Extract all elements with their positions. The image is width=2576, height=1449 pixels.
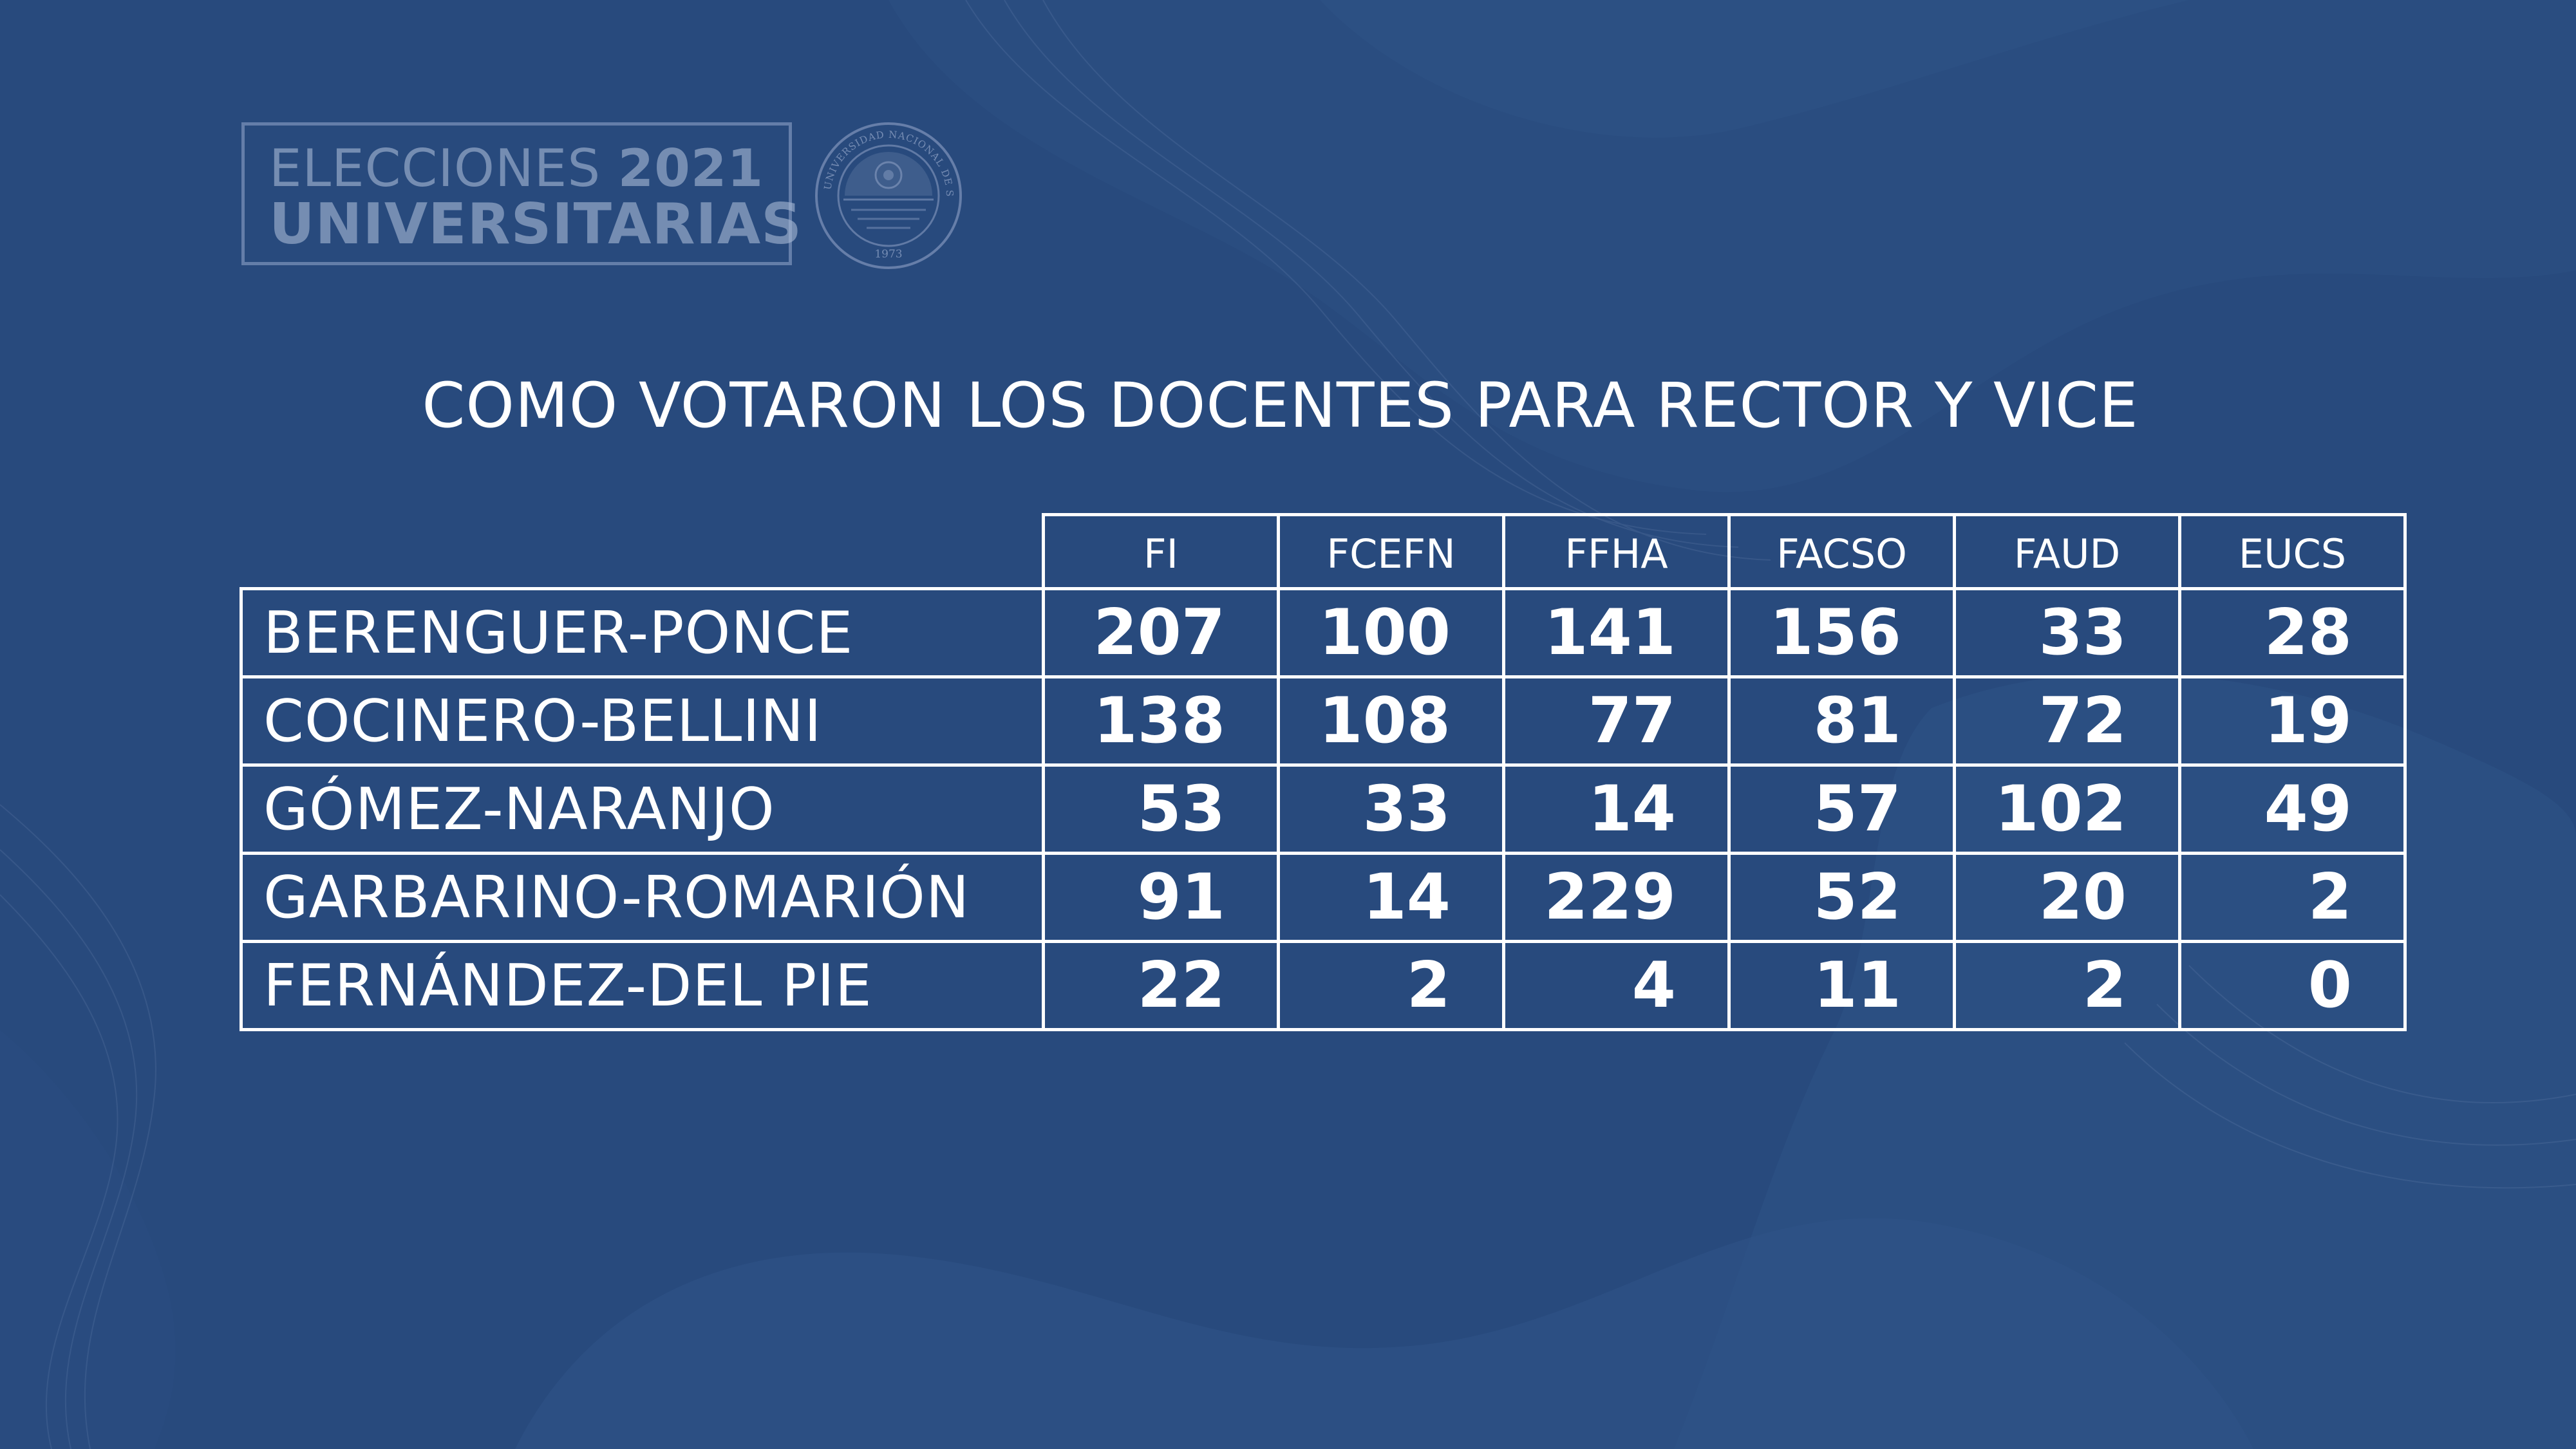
vote-count: 156: [1727, 587, 1956, 678]
table-row: BERENGUER-PONCE 207 100 141 156 33 28: [240, 587, 2407, 678]
header-empty-cell: [241, 515, 1044, 589]
vote-count: 4: [1502, 940, 1731, 1031]
logo-line-1: ELECCIONES 2021: [269, 138, 764, 198]
vote-count: 19: [2178, 675, 2407, 767]
vote-count: 22: [1042, 940, 1280, 1031]
table-row: COCINERO-BELLINI 138 108 77 81 72 19: [240, 675, 2407, 767]
vote-count: 52: [1727, 852, 1956, 943]
vote-count: 33: [1277, 763, 1505, 855]
university-seal-icon: UNIVERSIDAD NACIONAL DE SAN JUAN 1973: [813, 120, 962, 269]
column-header-eucs: EUCS: [2178, 513, 2407, 590]
column-header-facso: FACSO: [1727, 513, 1956, 590]
page-title: COMO VOTARON LOS DOCENTES PARA RECTOR Y …: [422, 369, 2139, 442]
candidate-name: COCINERO-BELLINI: [240, 675, 1045, 767]
vote-count: 100: [1277, 587, 1505, 678]
votes-table: FI FCEFN FFHA FACSO FAUD EUCS BERENGUER-…: [240, 513, 2407, 1031]
vote-count: 11: [1727, 940, 1956, 1031]
table-row: GÓMEZ-NARANJO 53 33 14 57 102 49: [240, 763, 2407, 855]
vote-count: 102: [1953, 763, 2181, 855]
column-header-faud: FAUD: [1953, 513, 2181, 590]
column-header-fcefn: FCEFN: [1277, 513, 1505, 590]
logo-word: ELECCIONES: [269, 138, 601, 198]
seal-year: 1973: [874, 248, 902, 261]
table-row: FERNÁNDEZ-DEL PIE 22 2 4 11 2 0: [240, 940, 2407, 1031]
vote-count: 57: [1727, 763, 1956, 855]
vote-count: 33: [1953, 587, 2181, 678]
vote-count: 2: [2178, 852, 2407, 943]
vote-count: 28: [2178, 587, 2407, 678]
candidate-name: FERNÁNDEZ-DEL PIE: [240, 940, 1045, 1031]
vote-count: 2: [1277, 940, 1505, 1031]
candidate-name: BERENGUER-PONCE: [240, 587, 1045, 678]
vote-count: 0: [2178, 940, 2407, 1031]
vote-count: 77: [1502, 675, 1731, 767]
vote-count: 81: [1727, 675, 1956, 767]
table-header-row: FI FCEFN FFHA FACSO FAUD EUCS: [241, 513, 2407, 590]
logo-year: 2021: [617, 138, 764, 198]
elections-logo-box: ELECCIONES 2021 UNIVERSITARIAS: [241, 122, 802, 265]
vote-count: 138: [1042, 675, 1280, 767]
vote-count: 207: [1042, 587, 1280, 678]
column-header-ffha: FFHA: [1502, 513, 1731, 590]
vote-count: 20: [1953, 852, 2181, 943]
vote-count: 108: [1277, 675, 1505, 767]
column-header-fi: FI: [1042, 513, 1280, 590]
vote-count: 141: [1502, 587, 1731, 678]
vote-count: 91: [1042, 852, 1280, 943]
vote-count: 14: [1502, 763, 1731, 855]
vote-count: 229: [1502, 852, 1731, 943]
vote-count: 53: [1042, 763, 1280, 855]
vote-count: 72: [1953, 675, 2181, 767]
candidate-name: GARBARINO-ROMARIÓN: [240, 852, 1045, 943]
candidate-name: GÓMEZ-NARANJO: [240, 763, 1045, 855]
vote-count: 2: [1953, 940, 2181, 1031]
table-row: GARBARINO-ROMARIÓN 91 14 229 52 20 2: [240, 852, 2407, 943]
vote-count: 49: [2178, 763, 2407, 855]
logo-line-2: UNIVERSITARIAS: [269, 191, 802, 257]
vote-count: 14: [1277, 852, 1505, 943]
